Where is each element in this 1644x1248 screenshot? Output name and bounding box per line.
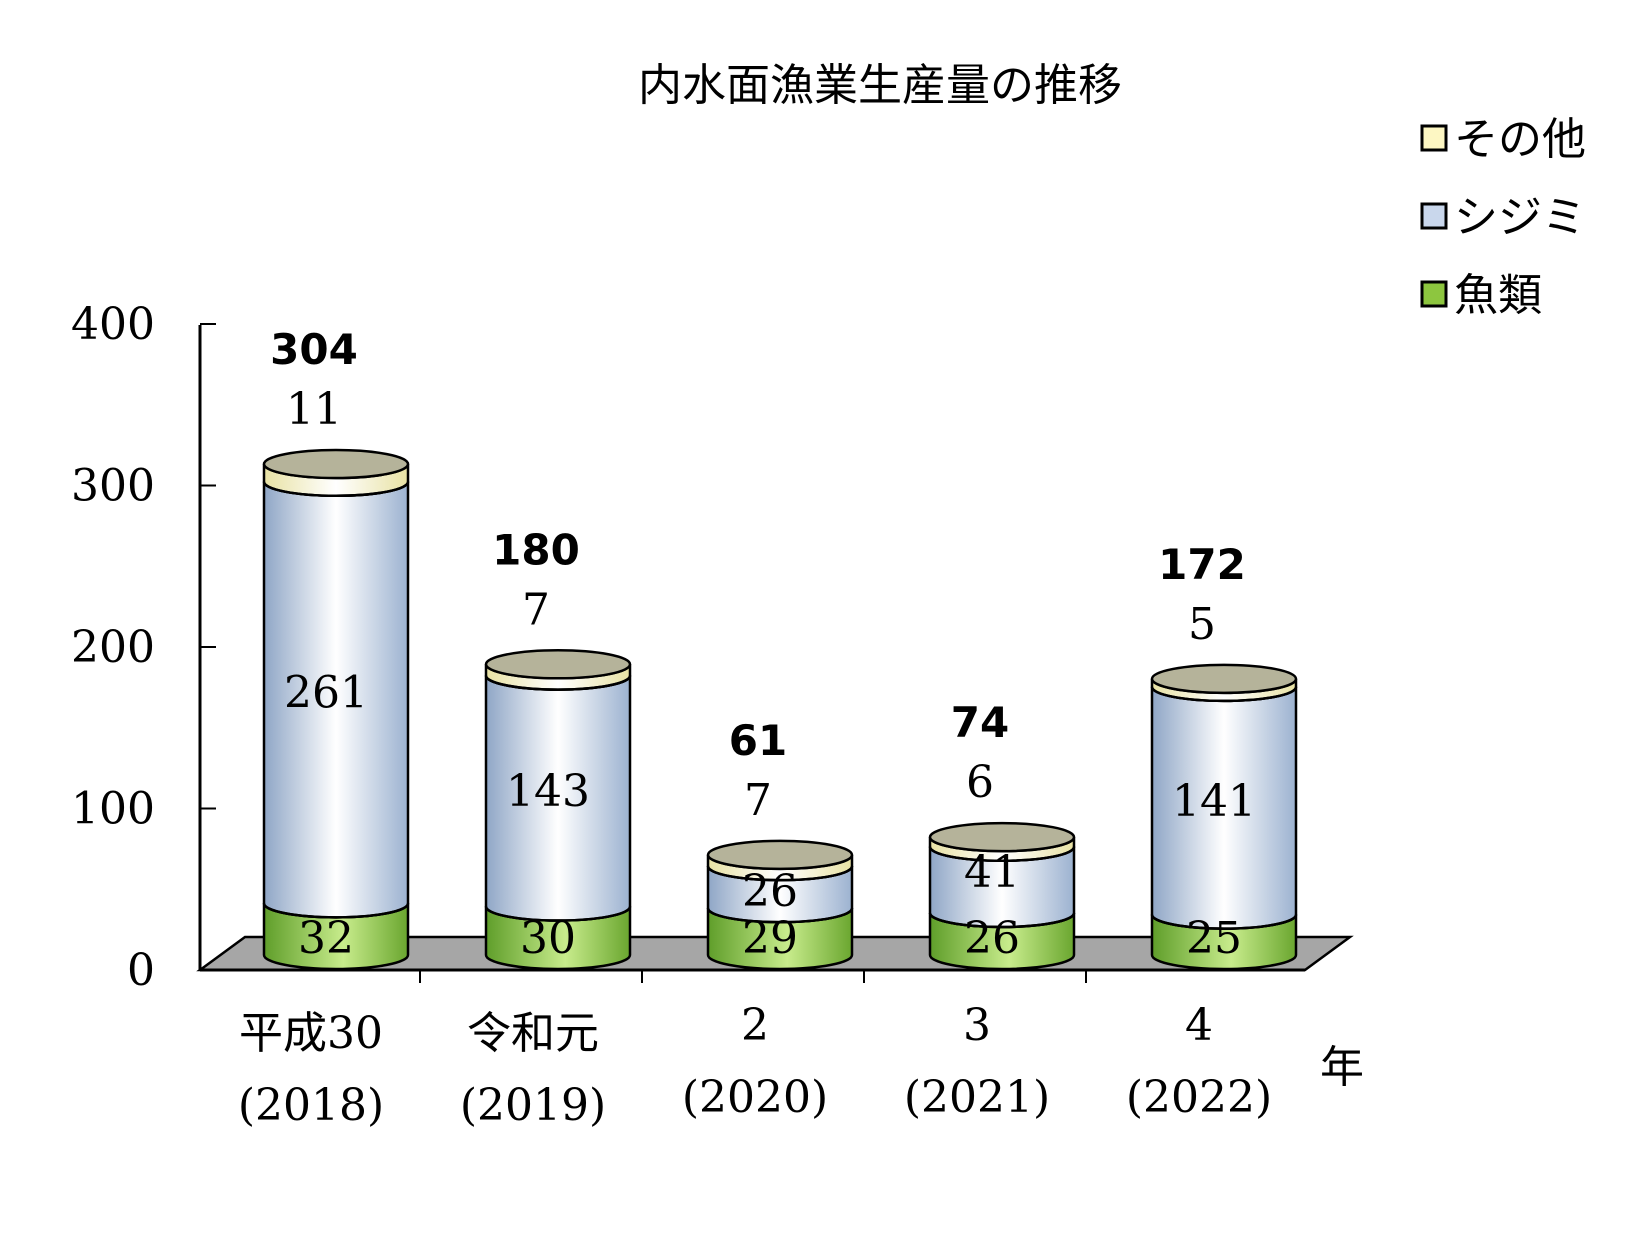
segment-boundary	[484, 675, 632, 691]
legend-label: シジミ	[1454, 192, 1586, 243]
segment-boundary	[262, 903, 410, 919]
x-tick-label-year: (2022)	[1126, 1072, 1272, 1123]
data-label: 261	[284, 668, 368, 719]
total-label: 172	[1158, 540, 1246, 589]
segment-boundary	[706, 907, 854, 924]
bar-top-cap	[1150, 663, 1298, 695]
total-label: 61	[729, 716, 787, 765]
segment-boundary	[1150, 914, 1298, 930]
y-tick-label: 200	[71, 622, 155, 673]
x-tick-label-year: (2019)	[460, 1080, 606, 1131]
data-label: 29	[742, 913, 798, 964]
y-tick-label: 300	[71, 461, 155, 512]
x-axis: 平成30 (2018) 令和元 (2019) 2 (2020) 3 (2021) 4 (2022)	[238, 1000, 1272, 1131]
legend-item: その他	[1420, 114, 1586, 165]
legend-label: 魚類	[1454, 270, 1542, 321]
data-label: 6	[966, 757, 994, 808]
x-unit-label: 年	[1320, 1042, 1364, 1093]
bar-top-cap	[262, 448, 410, 480]
data-label: 30	[520, 913, 576, 964]
data-label: 5	[1188, 599, 1216, 650]
total-label: 74	[951, 698, 1009, 747]
data-label: 11	[286, 384, 342, 435]
bar-stack: 32 261 11 304	[262, 325, 410, 971]
x-tick-label-era: 令和元	[467, 1008, 599, 1059]
y-tick-label: 400	[71, 299, 155, 350]
legend-item: シジミ	[1420, 192, 1586, 243]
legend-swatch	[1420, 124, 1448, 152]
data-label: 7	[522, 584, 550, 635]
x-tick-label-era: 平成30	[239, 1008, 383, 1059]
data-label: 32	[298, 913, 354, 964]
data-label: 141	[1172, 776, 1256, 827]
x-tick-label-era: 4	[1185, 1000, 1213, 1051]
data-label: 26	[742, 866, 798, 917]
data-label: 25	[1186, 913, 1242, 964]
data-label: 143	[506, 766, 590, 817]
segment-boundary	[706, 865, 854, 882]
y-tick-label: 0	[127, 945, 155, 996]
legend-label: その他	[1454, 114, 1586, 165]
bars-group: 3226111304301437180292676126416742514151…	[262, 325, 1298, 971]
segment-boundary	[262, 481, 410, 498]
legend-item: 魚類	[1420, 270, 1542, 321]
segment-boundary	[1150, 686, 1298, 703]
data-label: 41	[964, 847, 1020, 898]
x-tick-label-year: (2020)	[682, 1072, 828, 1123]
bar-top-cap	[928, 821, 1076, 853]
bar-top-cap	[484, 649, 632, 680]
segment-boundary	[484, 906, 632, 922]
x-tick-label-year: (2018)	[238, 1080, 384, 1131]
bar-stack: 26 41 6 74	[928, 698, 1076, 971]
x-tick-label-era: 2	[741, 1000, 769, 1051]
segment-boundary	[928, 912, 1076, 929]
x-tick-label-year: (2021)	[904, 1072, 1050, 1123]
y-tick-label: 100	[71, 784, 155, 835]
segment-boundary	[928, 846, 1076, 863]
legend-swatch	[1420, 280, 1448, 308]
bar-stack: 25 141 5 172	[1150, 540, 1298, 971]
data-label: 7	[744, 775, 772, 826]
y-axis: 0 100 200 300 400	[71, 299, 1087, 996]
total-label: 304	[270, 325, 358, 374]
data-label: 26	[964, 913, 1020, 964]
legend-swatch	[1420, 202, 1448, 230]
bar-top-cap	[706, 839, 854, 871]
total-label: 180	[492, 525, 580, 574]
bar-stack: 30 143 7 180	[484, 525, 632, 971]
chart-title: 内水面漁業生産量の推移	[638, 60, 1122, 111]
x-tick-label-era: 3	[963, 1000, 991, 1051]
